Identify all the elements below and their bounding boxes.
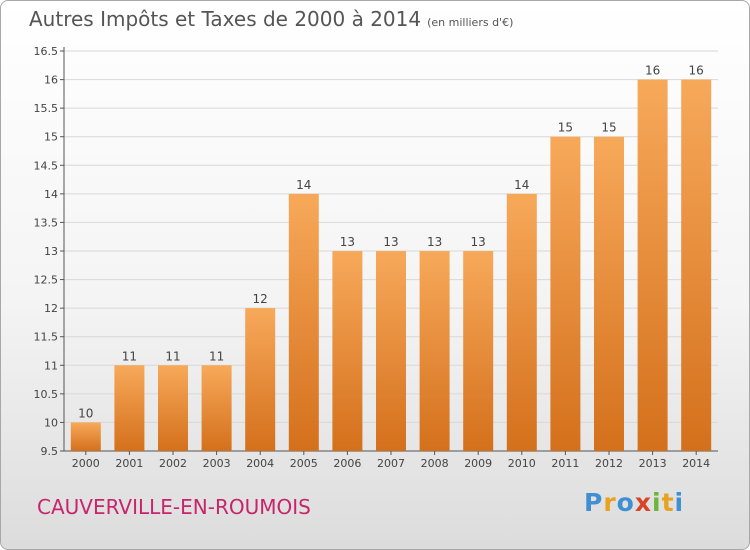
logo-letter: t	[661, 488, 675, 517]
data-label: 11	[122, 349, 137, 363]
data-label: 13	[471, 235, 486, 249]
y-tick-labels: 9.5 10 10.5 11 11.5 12 12.5 13 13.5 14 14.5 15 15.5 1…	[34, 45, 59, 458]
y-tick-label: 12	[44, 302, 58, 315]
logo-letter: P	[584, 488, 604, 517]
x-tick-label: 2005	[290, 457, 318, 470]
x-tick-label: 2001	[115, 457, 143, 470]
x-tick-label: 2002	[159, 457, 187, 470]
proxiti-logo[interactable]: Proxiti	[584, 488, 684, 517]
data-label: 15	[601, 121, 616, 135]
bar-2012	[594, 136, 624, 451]
data-label: 12	[253, 292, 268, 306]
bar-2009	[463, 251, 494, 451]
x-tick-label: 2006	[333, 457, 361, 470]
data-labels: 10 11 11 11 12 14 13 13 13 13 14 15 15 16 16	[78, 64, 704, 421]
bar-2007	[376, 251, 406, 451]
logo-letter: i	[674, 488, 685, 517]
y-tick-label: 14.5	[34, 159, 59, 172]
data-label: 16	[689, 64, 704, 78]
x-tick-label: 2012	[595, 457, 623, 470]
x-tick-label: 2000	[72, 457, 100, 470]
bar-2008	[419, 251, 450, 451]
x-tick-label: 2003	[203, 457, 231, 470]
bar-2000	[70, 422, 101, 451]
y-tick-label: 15.5	[34, 102, 59, 115]
bar-2006	[332, 251, 363, 451]
y-tick-label: 16.5	[34, 45, 59, 58]
bar-2001	[114, 365, 145, 451]
x-tick-label: 2007	[377, 457, 405, 470]
x-tick-label: 2004	[246, 457, 274, 470]
bars	[70, 79, 712, 452]
x-tick-labels: 2000 2001 2002 2003 2004 2005 2006 2007 2008 2009…	[72, 457, 710, 470]
y-tick-label: 9.5	[41, 445, 59, 458]
logo-letter: x	[634, 488, 652, 517]
logo-letter: i	[652, 488, 662, 517]
y-tick-label: 13	[44, 245, 58, 258]
data-label: 11	[209, 349, 224, 363]
y-tick-label: 14	[44, 188, 58, 201]
y-tick-label: 12.5	[34, 274, 59, 287]
y-tick-label: 10.5	[34, 388, 59, 401]
bar-2014	[681, 79, 712, 452]
bar-2005	[288, 193, 319, 451]
city-name: CAUVERVILLE-EN-ROUMOIS	[37, 495, 311, 519]
bar-2013	[637, 79, 668, 452]
bar-2011	[550, 136, 581, 451]
logo-letter: r	[603, 488, 617, 517]
logo-letter: o	[616, 488, 635, 517]
data-label: 13	[383, 235, 398, 249]
y-tick-label: 11	[44, 359, 58, 372]
data-label: 14	[514, 178, 529, 192]
y-tick-label: 13.5	[34, 216, 59, 229]
y-tick-label: 11.5	[34, 331, 59, 344]
x-tick-label: 2013	[639, 457, 667, 470]
x-tick-label: 2009	[464, 457, 492, 470]
x-tick-label: 2011	[551, 457, 579, 470]
chart-subtitle: (en milliers d'€)	[427, 16, 514, 29]
x-tick-label: 2010	[508, 457, 536, 470]
data-label: 15	[558, 121, 573, 135]
data-label: 10	[78, 406, 93, 420]
data-label: 13	[427, 235, 442, 249]
data-label: 14	[296, 178, 311, 192]
chart-title-text: Autres Impôts et Taxes de 2000 à 2014	[29, 7, 422, 31]
y-tick-label: 16	[44, 74, 58, 87]
bar-2004	[245, 308, 276, 451]
y-tick-label: 15	[44, 131, 58, 144]
x-tick-label: 2008	[421, 457, 449, 470]
data-label: 16	[645, 64, 660, 78]
bar-2002	[158, 365, 188, 451]
x-tick-label: 2014	[682, 457, 710, 470]
data-label: 13	[340, 235, 355, 249]
data-label: 11	[165, 349, 180, 363]
y-tick-label: 10	[44, 416, 58, 429]
chart-title: Autres Impôts et Taxes de 2000 à 2014 (en…	[29, 7, 513, 31]
bar-2010	[506, 193, 537, 451]
bar-2003	[201, 365, 232, 451]
